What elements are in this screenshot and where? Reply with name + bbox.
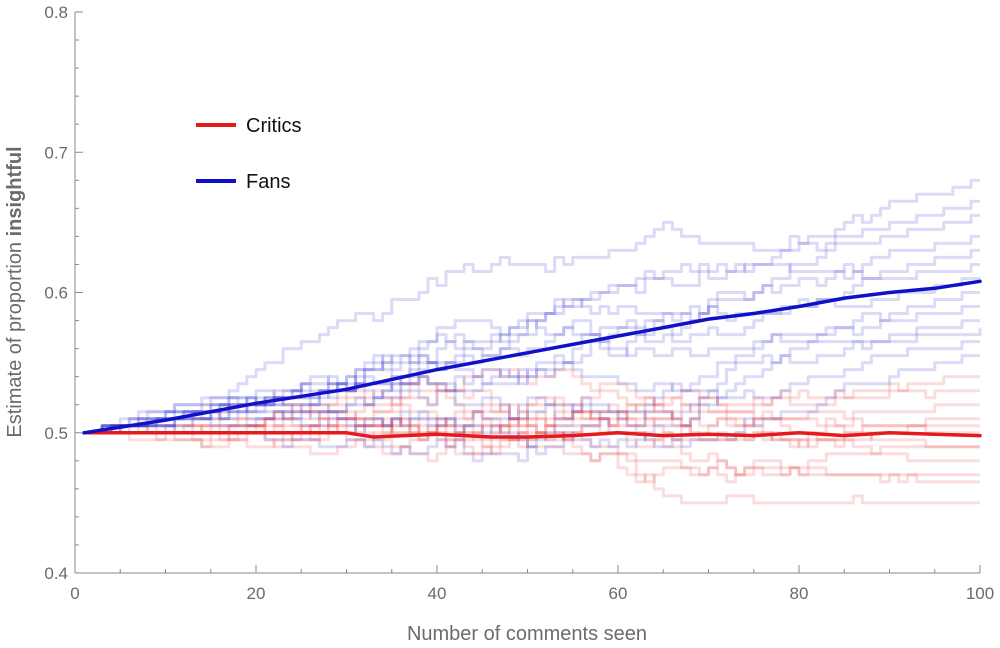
x-axis-ticks: 0 20 40 60 80 100 xyxy=(70,565,994,603)
legend-label-fans: Fans xyxy=(246,171,290,193)
x-tick-label: 100 xyxy=(966,584,994,603)
simulated-run-fans xyxy=(84,319,980,435)
x-tick-label: 0 xyxy=(70,584,79,603)
series-line-critics xyxy=(82,431,982,439)
simulated-runs xyxy=(84,178,982,505)
simulated-run-critics xyxy=(84,403,980,484)
simulated-run-critics xyxy=(84,396,980,449)
simulated-run-fans xyxy=(84,199,980,435)
simulated-run-critics xyxy=(84,403,980,449)
simulated-run-critics xyxy=(84,424,980,477)
simulated-run-fans xyxy=(84,263,980,435)
y-tick-label: 0.5 xyxy=(44,424,68,443)
y-tick-label: 0.7 xyxy=(44,143,68,162)
simulated-run-critics xyxy=(84,403,980,435)
simulated-run-fans xyxy=(84,213,980,435)
series-line-fans xyxy=(82,279,982,435)
y-tick-label: 0.8 xyxy=(44,3,68,22)
simulated-run-fans xyxy=(84,340,980,463)
y-axis-title: Estimate of proportion insightful xyxy=(4,146,26,437)
simulated-run-fans xyxy=(84,319,982,435)
simulated-run-fans xyxy=(84,178,980,435)
simulated-run-fans xyxy=(84,354,980,449)
y-axis-ticks: 0.4 0.5 0.6 0.7 0.8 xyxy=(44,3,83,583)
x-tick-label: 40 xyxy=(428,584,447,603)
y-tick-label: 0.4 xyxy=(44,564,68,583)
y-axis-title-emphasis: insightful xyxy=(4,146,26,236)
simulated-run-fans xyxy=(84,277,980,435)
x-tick-label: 80 xyxy=(790,584,809,603)
legend-label-critics: Critics xyxy=(246,115,302,137)
legend: Critics Fans xyxy=(196,115,302,193)
simulated-run-fans xyxy=(84,305,980,435)
x-tick-label: 60 xyxy=(609,584,628,603)
x-tick-label: 20 xyxy=(247,584,266,603)
simulated-run-fans xyxy=(84,234,980,435)
simulated-run-fans xyxy=(84,291,980,435)
mean-lines xyxy=(82,279,982,439)
x-axis-title: Number of comments seen xyxy=(407,623,647,645)
y-tick-label: 0.6 xyxy=(44,284,68,303)
y-axis-title-prefix: Estimate of proportion xyxy=(4,236,26,437)
